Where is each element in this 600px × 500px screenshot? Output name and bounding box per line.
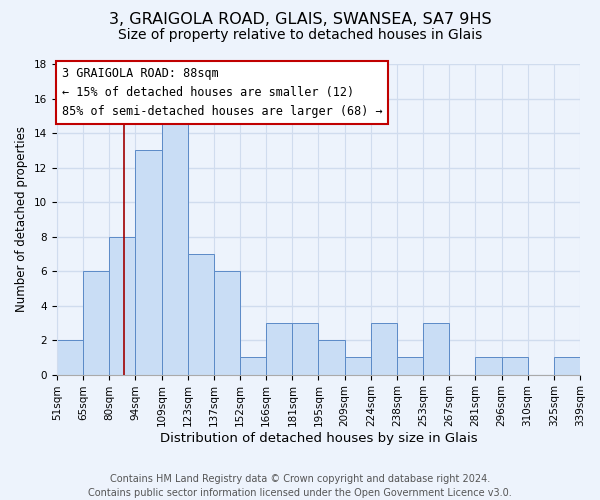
Bar xyxy=(423,323,449,374)
Bar xyxy=(397,358,423,374)
Text: Contains HM Land Registry data © Crown copyright and database right 2024.
Contai: Contains HM Land Registry data © Crown c… xyxy=(88,474,512,498)
Bar xyxy=(502,358,527,374)
Bar xyxy=(83,271,109,374)
Bar xyxy=(266,323,292,374)
Text: 3, GRAIGOLA ROAD, GLAIS, SWANSEA, SA7 9HS: 3, GRAIGOLA ROAD, GLAIS, SWANSEA, SA7 9H… xyxy=(109,12,491,28)
Bar xyxy=(109,236,136,374)
Bar xyxy=(292,323,319,374)
Bar xyxy=(240,358,266,374)
Bar xyxy=(136,150,161,374)
Bar xyxy=(188,254,214,374)
Bar xyxy=(57,340,83,374)
Bar xyxy=(161,116,188,374)
Bar xyxy=(319,340,344,374)
Bar xyxy=(371,323,397,374)
Bar xyxy=(344,358,371,374)
Bar xyxy=(214,271,240,374)
Bar xyxy=(554,358,580,374)
Bar xyxy=(475,358,502,374)
X-axis label: Distribution of detached houses by size in Glais: Distribution of detached houses by size … xyxy=(160,432,478,445)
Y-axis label: Number of detached properties: Number of detached properties xyxy=(15,126,28,312)
Text: 3 GRAIGOLA ROAD: 88sqm
← 15% of detached houses are smaller (12)
85% of semi-det: 3 GRAIGOLA ROAD: 88sqm ← 15% of detached… xyxy=(62,67,382,118)
Text: Size of property relative to detached houses in Glais: Size of property relative to detached ho… xyxy=(118,28,482,42)
